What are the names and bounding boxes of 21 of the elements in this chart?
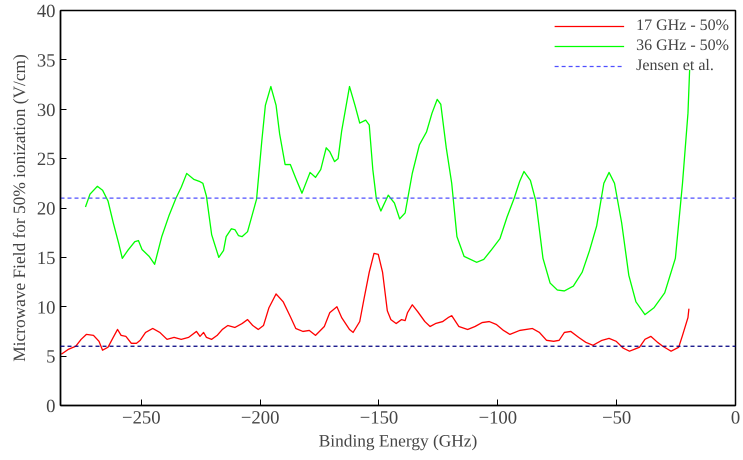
line-series xyxy=(84,69,690,316)
y-axis-title: Microwave Field for 50% ionization (V/cm) xyxy=(10,54,29,362)
x-tick-label: −250 xyxy=(122,408,161,428)
y-tick-label: 20 xyxy=(36,198,56,220)
x-tick-label: 0 xyxy=(730,408,740,428)
y-tick-label: 25 xyxy=(36,149,56,170)
y-tick-label: 5 xyxy=(46,346,56,368)
y-tick-label: 10 xyxy=(36,297,56,318)
x-tick-label: −200 xyxy=(240,408,280,428)
legend-label: 17 GHz - 50% xyxy=(636,17,729,35)
x-tick-label: −100 xyxy=(478,408,518,428)
legend-label: Jensen et al. xyxy=(636,57,714,75)
y-tick-label: 40 xyxy=(36,1,56,22)
x-tick-label: −50 xyxy=(602,408,632,428)
y-tick-label: 35 xyxy=(36,50,56,72)
line-series xyxy=(60,252,690,355)
x-axis-title: Binding Energy (GHz) xyxy=(318,432,478,450)
legend-label: 36 GHz - 50% xyxy=(636,37,729,55)
y-tick-label: 15 xyxy=(36,248,56,269)
x-tick-label: −150 xyxy=(360,408,398,428)
y-tick-label: 30 xyxy=(36,100,56,121)
